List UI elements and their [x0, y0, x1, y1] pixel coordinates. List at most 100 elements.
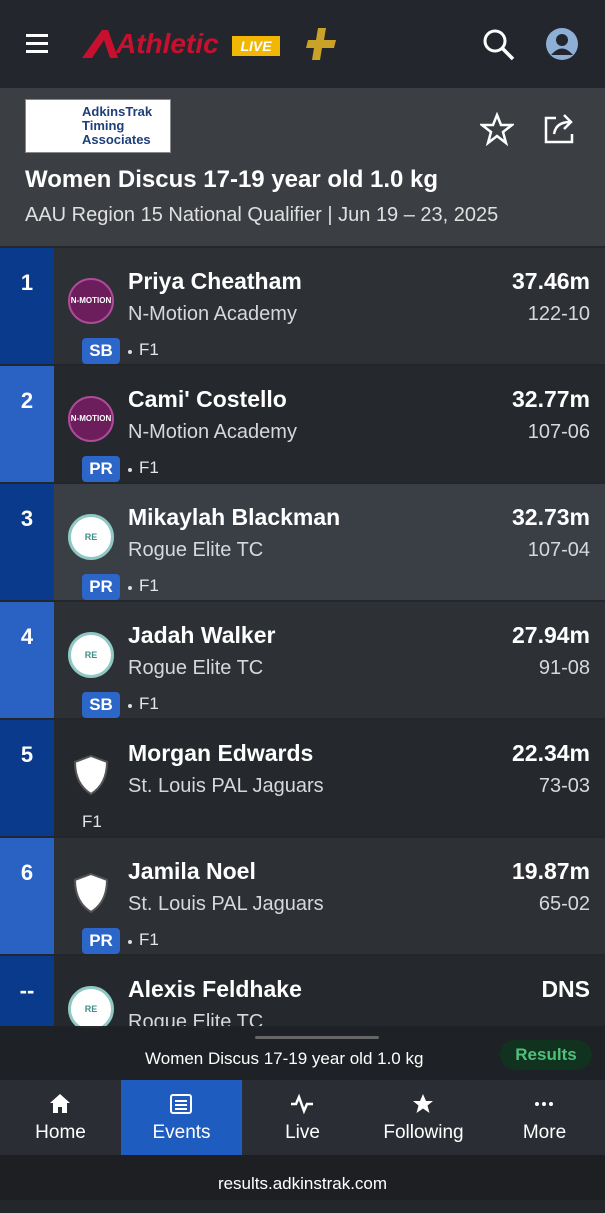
team-name: Rogue Elite TC: [128, 1011, 264, 1028]
mark-imperial: 107-04: [527, 539, 590, 561]
org-logo: AdkinsTrak Timing Associates: [25, 99, 171, 153]
search-button[interactable]: [482, 28, 516, 62]
nav-icon: [532, 1092, 556, 1116]
drag-handle: [255, 1036, 379, 1039]
org-logo-line: Associates: [82, 132, 151, 147]
url-bar: results.adkinstrak.com: [0, 1155, 605, 1200]
athlete-name: Jamila Noel: [128, 858, 256, 884]
icon: [170, 1094, 192, 1114]
mark: 22.34m: [511, 740, 590, 766]
team-logo: [72, 754, 110, 796]
icon: [291, 1093, 313, 1115]
place: 3: [0, 484, 54, 600]
url: results.adkinstrak.com: [217, 1174, 388, 1193]
nav-label: Live: [285, 1122, 320, 1143]
result-row[interactable]: 1 N-MOTION Priya Cheatham N-Motion Academy 3…: [0, 248, 605, 364]
flight: F1: [139, 694, 159, 713]
separator: [128, 586, 132, 590]
badge: PR: [82, 928, 120, 954]
team-name: N-Motion Academy: [128, 421, 297, 443]
result-row[interactable]: 5 Morgan Edwards St. Louis PAL Jaguars 22.3…: [0, 720, 605, 836]
bottom-nav: Home Events Live Following More: [0, 1080, 605, 1155]
logo-badge: LIVE: [232, 36, 280, 56]
result-row[interactable]: 3 RE Mikaylah Blackman Rogue Elite TC 32.73m…: [0, 484, 605, 600]
athlete-name: Jadah Walker: [128, 622, 276, 648]
separator: [128, 468, 132, 472]
athlete-name: Cami' Costello: [128, 386, 287, 412]
team-name: Rogue Elite TC: [128, 539, 264, 561]
favorite-button[interactable]: [480, 112, 514, 146]
nav-label: Following: [383, 1122, 464, 1143]
result-row[interactable]: 4 RE Jadah Walker Rogue Elite TC 27.94m 91-08…: [0, 602, 605, 718]
account-button[interactable]: [545, 27, 579, 61]
mark: 32.73m: [511, 504, 590, 530]
app-header: Athletic LIVE: [0, 0, 605, 88]
separator: [128, 350, 132, 354]
flight: F1: [139, 576, 159, 595]
mark: 37.46m: [511, 268, 590, 294]
badge: PR: [82, 574, 120, 600]
mark: 27.94m: [511, 622, 590, 648]
logo-mark: [82, 30, 118, 58]
result-row[interactable]: 6 Jamila Noel St. Louis PAL Jaguars 19.87m 6…: [0, 838, 605, 954]
nav-tab[interactable]: More: [484, 1080, 605, 1155]
team-name: Rogue Elite TC: [128, 657, 264, 679]
place: 2: [0, 366, 54, 482]
flight: F1: [139, 930, 159, 949]
icon: [413, 1094, 433, 1113]
athlete-name: Alexis Feldhake: [128, 976, 302, 1002]
results-tab[interactable]: Results: [500, 1040, 592, 1070]
place: 6: [0, 838, 54, 954]
org-logo-line: Timing: [82, 118, 125, 133]
share-button[interactable]: [542, 110, 578, 146]
team-name: St. Louis PAL Jaguars: [128, 893, 324, 915]
place: 4: [0, 602, 54, 718]
nav-label: More: [522, 1122, 567, 1143]
nav-tab[interactable]: Events: [121, 1080, 242, 1155]
nav-icon: [411, 1092, 435, 1116]
team-logo: RE: [68, 986, 114, 1028]
nav-tab[interactable]: Following: [363, 1080, 484, 1155]
place: 1: [0, 248, 54, 364]
org-logo-line: AdkinsTrak: [82, 104, 153, 119]
nav-icon: [169, 1092, 193, 1116]
menu-button[interactable]: [26, 32, 50, 54]
icon: [50, 1094, 70, 1113]
flight: F1: [139, 458, 159, 477]
badge: SB: [82, 338, 120, 364]
team-logo: RE: [68, 514, 114, 560]
result-row[interactable]: 2 N-MOTION Cami' Costello N-Motion Academy 3…: [0, 366, 605, 482]
icon: [535, 1102, 553, 1106]
shield: [73, 754, 109, 796]
athlete-name: Morgan Edwards: [128, 740, 314, 766]
meet-details: AAU Region 15 National Qualifier | Jun 1…: [25, 204, 499, 226]
event-title: Women Discus 17-19 year old 1.0 kg: [25, 166, 439, 193]
mark: 32.77m: [511, 386, 590, 412]
shield: [73, 872, 109, 914]
nav-label: Home: [35, 1122, 86, 1143]
team-logo: N-MOTION: [68, 278, 114, 324]
badge: SB: [82, 692, 120, 718]
mark-imperial: 65-02: [538, 893, 590, 915]
badge: PR: [82, 456, 120, 482]
team-logo: RE: [68, 632, 114, 678]
team-logo: N-MOTION: [68, 396, 114, 442]
athlete-name: Mikaylah Blackman: [128, 504, 341, 530]
mark-imperial: 91-08: [538, 657, 590, 679]
plus-icon[interactable]: [304, 26, 338, 62]
place: 5: [0, 720, 54, 836]
athlete-name: Priya Cheatham: [128, 268, 302, 294]
flight: F1: [139, 340, 159, 359]
nav-label: Events: [152, 1122, 211, 1143]
mark: DNS: [541, 976, 590, 1002]
nav-tab[interactable]: Home: [0, 1080, 121, 1155]
team-name: St. Louis PAL Jaguars: [128, 775, 324, 797]
results-list: 1 N-MOTION Priya Cheatham N-Motion Academy 3…: [0, 248, 605, 1028]
nav-icon: [48, 1092, 72, 1116]
nav-tab[interactable]: Live: [242, 1080, 363, 1155]
flight: F1: [82, 812, 102, 831]
event-mini-bar[interactable]: Women Discus 17-19 year old 1.0 kg Resul…: [0, 1026, 605, 1080]
